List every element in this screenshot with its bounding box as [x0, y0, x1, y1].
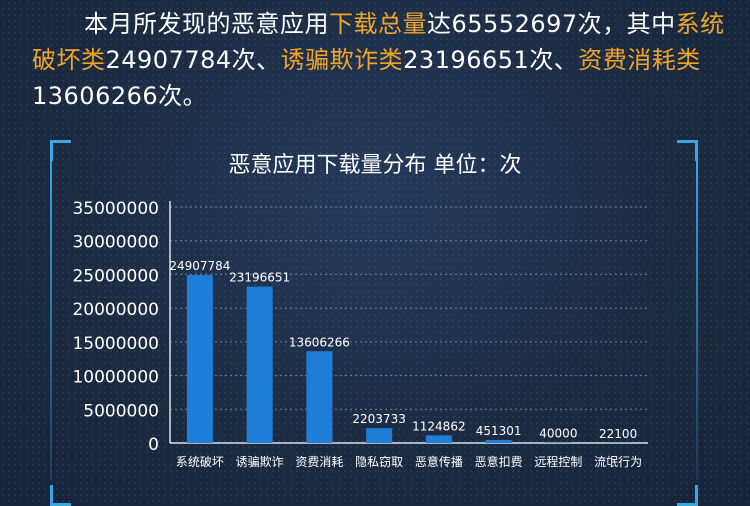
summary-highlight-total: 下载总量: [329, 10, 427, 38]
data-label: 2203733: [352, 412, 405, 426]
summary-text-3: 24907784次、: [105, 46, 281, 74]
summary-highlight-system: 系统破坏类: [32, 10, 725, 74]
bar: [246, 286, 273, 443]
x-tick-label: 诱骗欺诈: [236, 454, 284, 469]
x-tick-label: 隐私窃取: [355, 454, 403, 469]
bar: [485, 439, 512, 443]
chart-panel: [50, 140, 698, 506]
y-tick-label: 0: [148, 435, 159, 455]
data-label: 13606266: [289, 335, 350, 349]
data-label: 451301: [476, 424, 522, 438]
frame-corner: [50, 485, 71, 506]
frame-edge: [696, 160, 698, 480]
data-label: 40000: [539, 427, 577, 441]
data-label: 23196651: [229, 271, 290, 285]
summary-text-2: 达65552697次，其中: [427, 10, 676, 38]
chart-title: 恶意应用下载量分布 单位：次: [229, 153, 522, 178]
x-tick-label: 远程控制: [534, 454, 582, 469]
x-tick-label: 恶意扣费: [475, 454, 523, 469]
summary-text-5: 13606266次。: [32, 82, 208, 110]
data-label: 1124862: [412, 419, 465, 433]
x-tick-label: 恶意传播: [415, 454, 463, 469]
summary-highlight-fee: 资费消耗类: [578, 46, 701, 74]
data-label: 22100: [599, 427, 637, 441]
y-tick-label: 30000000: [72, 233, 159, 253]
y-tick-label: 10000000: [72, 368, 159, 388]
y-tick-label: 25000000: [72, 266, 159, 286]
y-tick-label: 35000000: [72, 199, 159, 219]
bar: [425, 435, 452, 443]
frame-corner: [677, 485, 698, 506]
data-label: 24907784: [169, 259, 230, 273]
x-tick-label: 流氓行为: [594, 455, 642, 469]
bar: [306, 351, 333, 443]
summary-text-1: 本月所发现的恶意应用: [84, 10, 329, 38]
summary-highlight-fraud: 诱骗欺诈类: [280, 46, 404, 74]
y-tick-label: 5000000: [83, 401, 159, 421]
frame-corner: [677, 140, 698, 161]
summary-text-4: 23196651次、: [403, 46, 579, 74]
frame-edge: [50, 160, 52, 480]
frame-corner: [50, 140, 71, 161]
x-tick-label: 系统破坏: [176, 454, 224, 469]
x-tick-label: 资费消耗: [295, 455, 343, 469]
summary-paragraph: 本月所发现的恶意应用下载总量达65552697次，其中系统破坏类24907784…: [32, 6, 732, 114]
y-tick-label: 20000000: [72, 300, 159, 320]
bar: [366, 428, 393, 443]
bar: [186, 275, 213, 443]
y-tick-label: 15000000: [72, 334, 159, 354]
